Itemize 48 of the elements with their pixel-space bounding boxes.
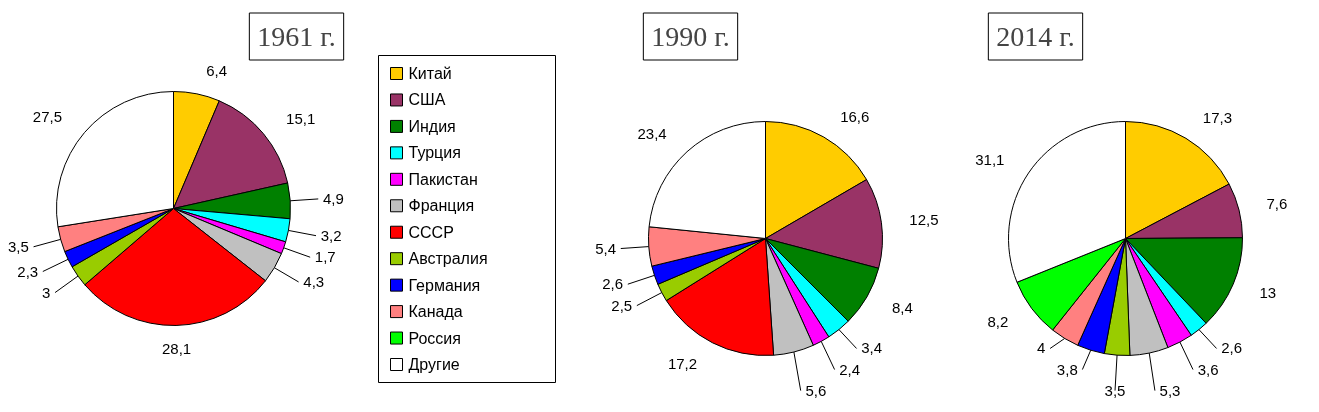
legend-label: Австралия bbox=[408, 250, 488, 268]
data-label: 3,4 bbox=[861, 339, 883, 357]
data-label: 5,4 bbox=[595, 239, 617, 257]
data-label: 17,3 bbox=[1202, 109, 1232, 127]
legend-label: Пакистан bbox=[408, 170, 478, 188]
data-label: 13 bbox=[1259, 284, 1277, 302]
legend-label: Турция bbox=[408, 144, 461, 162]
legend-label: СССР bbox=[408, 223, 454, 241]
data-label: 8,2 bbox=[987, 313, 1009, 331]
data-label: 7,6 bbox=[1266, 195, 1288, 213]
legend-label: Германия bbox=[408, 276, 481, 294]
data-label: 3,8 bbox=[1056, 360, 1078, 378]
data-label: 31,1 bbox=[975, 150, 1005, 168]
chart-title: 2014 г. bbox=[996, 21, 1075, 52]
chart-title: 1990 г. bbox=[651, 21, 730, 52]
data-label: 3,5 bbox=[8, 237, 29, 255]
data-label: 2,5 bbox=[611, 296, 633, 314]
data-label: 28,1 bbox=[161, 339, 192, 357]
data-label: 16,6 bbox=[840, 107, 870, 125]
legend-label: Канада bbox=[408, 303, 463, 321]
legend-label: США bbox=[408, 91, 446, 109]
data-label: 3 bbox=[42, 283, 51, 301]
data-label: 3,5 bbox=[1104, 381, 1126, 399]
data-label: 5,3 bbox=[1159, 381, 1181, 399]
data-label: 15,1 bbox=[286, 109, 316, 127]
data-label: 4,9 bbox=[322, 189, 344, 207]
data-label: 5,6 bbox=[805, 381, 827, 399]
data-label: 2,4 bbox=[839, 360, 861, 378]
chart-title: 1961 г. bbox=[257, 21, 336, 52]
legend-label: Китай bbox=[408, 65, 452, 82]
data-label: 2,6 bbox=[1221, 339, 1243, 357]
data-label: 23,4 bbox=[637, 125, 667, 143]
data-label: 4 bbox=[1037, 339, 1046, 357]
data-label: 3,2 bbox=[320, 226, 342, 244]
data-label: 4,3 bbox=[303, 272, 325, 290]
legend-label: Россия bbox=[408, 329, 461, 347]
legend-label: Франция bbox=[408, 197, 475, 215]
legend-label: Другие bbox=[408, 356, 460, 373]
data-label: 1,7 bbox=[314, 248, 336, 266]
data-label: 27,5 bbox=[32, 108, 63, 126]
data-label: 2,3 bbox=[17, 262, 39, 280]
data-label: 12,5 bbox=[909, 210, 939, 228]
legend-label: Индия bbox=[408, 117, 456, 135]
data-label: 17,2 bbox=[667, 354, 698, 372]
data-label: 3,6 bbox=[1197, 360, 1219, 378]
data-label: 6,4 bbox=[206, 61, 228, 79]
data-label: 8,4 bbox=[891, 299, 913, 317]
data-label: 2,6 bbox=[602, 275, 624, 293]
